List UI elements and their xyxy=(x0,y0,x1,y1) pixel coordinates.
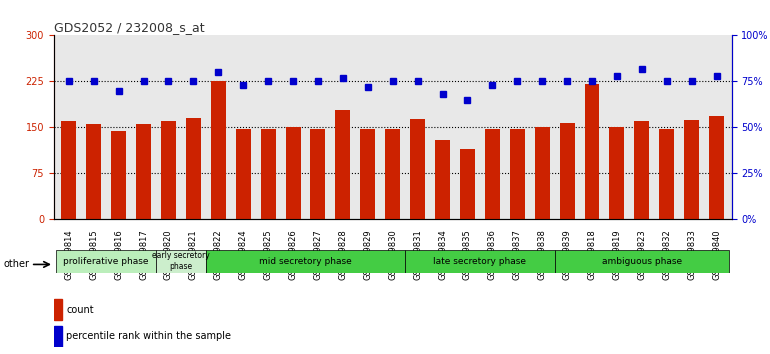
Text: percentile rank within the sample: percentile rank within the sample xyxy=(66,331,231,341)
Bar xyxy=(111,131,126,219)
Bar xyxy=(534,127,550,219)
Bar xyxy=(310,129,326,219)
Bar xyxy=(510,129,524,219)
Bar xyxy=(410,119,425,219)
Text: other: other xyxy=(4,259,30,269)
FancyBboxPatch shape xyxy=(156,250,206,273)
Text: late secretory phase: late secretory phase xyxy=(434,257,527,266)
Bar xyxy=(435,140,450,219)
Bar xyxy=(336,110,350,219)
Bar xyxy=(560,122,574,219)
Bar xyxy=(460,149,475,219)
Bar xyxy=(609,127,624,219)
Bar xyxy=(261,129,276,219)
Text: proliferative phase: proliferative phase xyxy=(63,257,149,266)
Bar xyxy=(62,121,76,219)
Text: early secretory
phase: early secretory phase xyxy=(152,251,209,271)
FancyBboxPatch shape xyxy=(206,250,405,273)
Bar xyxy=(236,129,251,219)
Bar xyxy=(186,118,201,219)
Bar xyxy=(709,116,724,219)
Bar xyxy=(54,326,62,347)
Bar xyxy=(54,299,62,320)
Bar xyxy=(286,127,300,219)
Text: ambiguous phase: ambiguous phase xyxy=(602,257,682,266)
Text: GDS2052 / 232008_s_at: GDS2052 / 232008_s_at xyxy=(54,21,205,34)
Text: count: count xyxy=(66,305,94,315)
Bar xyxy=(485,129,500,219)
Bar xyxy=(385,129,400,219)
Bar xyxy=(659,129,675,219)
Bar xyxy=(161,121,176,219)
Bar xyxy=(360,129,375,219)
Bar xyxy=(211,81,226,219)
Bar xyxy=(634,121,649,219)
Bar xyxy=(86,124,101,219)
Bar xyxy=(136,124,151,219)
FancyBboxPatch shape xyxy=(405,250,554,273)
Bar xyxy=(685,120,699,219)
FancyBboxPatch shape xyxy=(56,250,156,273)
Text: mid secretory phase: mid secretory phase xyxy=(259,257,352,266)
Bar xyxy=(584,85,600,219)
FancyBboxPatch shape xyxy=(554,250,729,273)
